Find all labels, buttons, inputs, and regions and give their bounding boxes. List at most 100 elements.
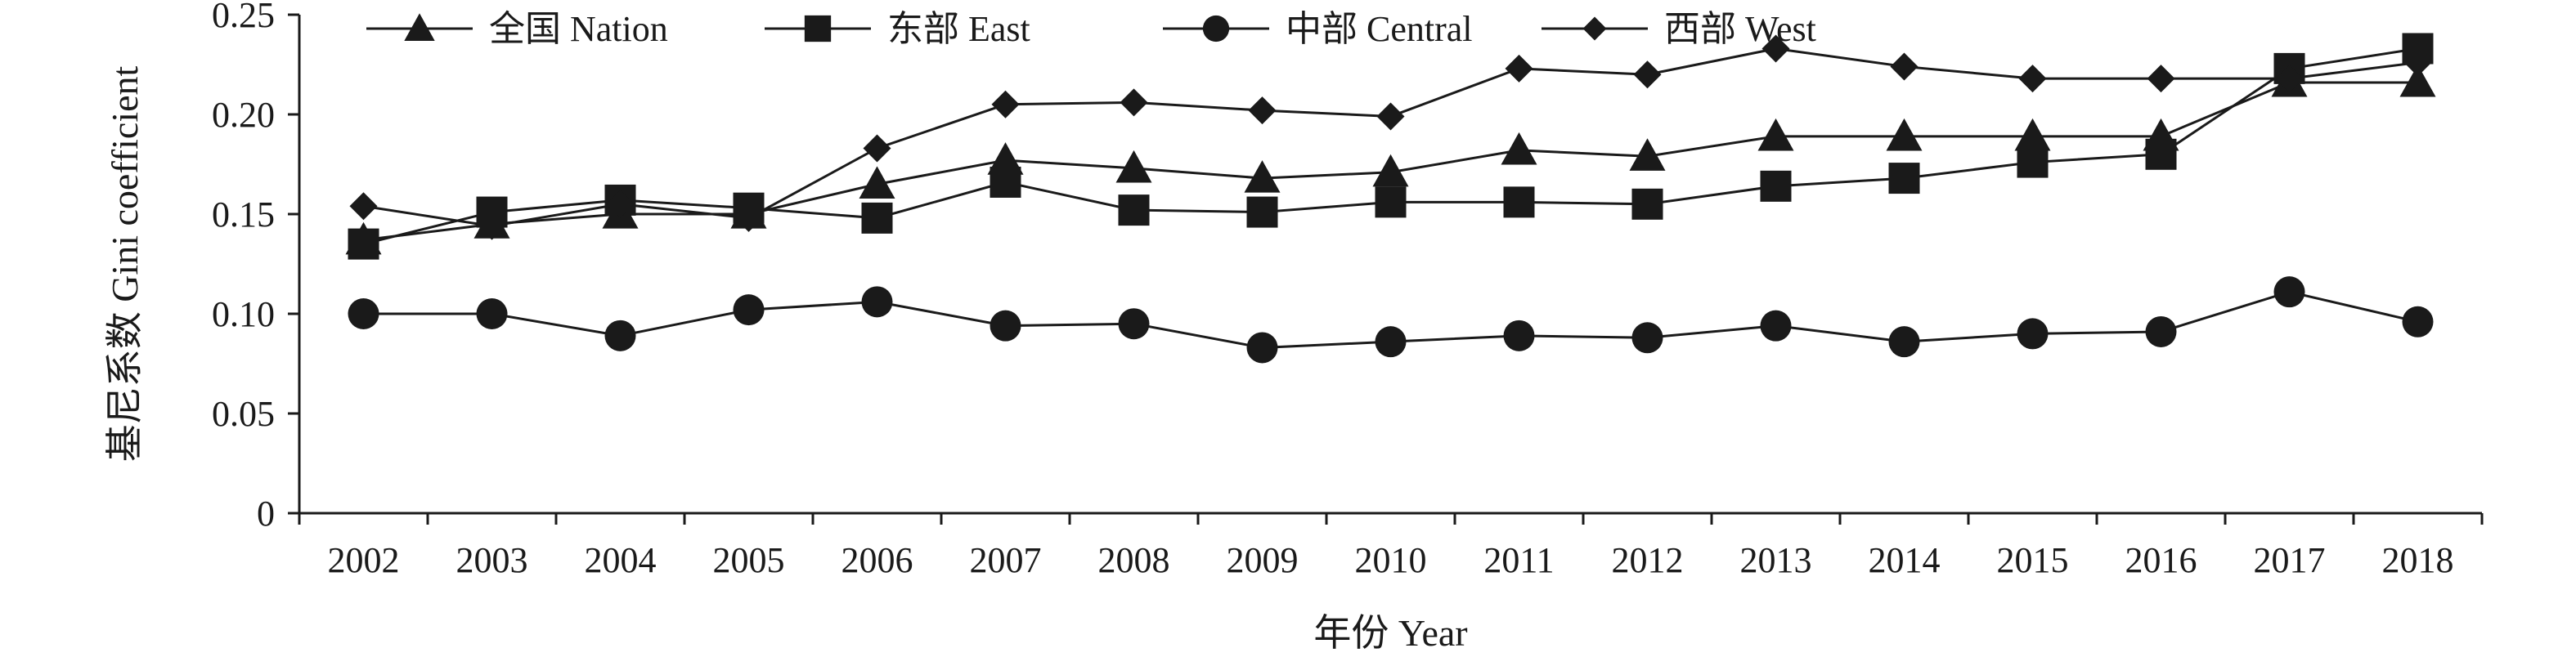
data-point bbox=[2399, 64, 2436, 97]
data-point bbox=[1505, 54, 1533, 83]
data-point bbox=[1372, 154, 1409, 187]
y-tick-label: 0.05 bbox=[212, 394, 275, 434]
legend-marker bbox=[804, 15, 832, 42]
legend-marker bbox=[1582, 16, 1607, 41]
data-point bbox=[1503, 320, 1535, 351]
data-point bbox=[1757, 118, 1794, 151]
data-point bbox=[1633, 60, 1662, 89]
series-circle bbox=[348, 276, 2434, 364]
data-point bbox=[1244, 160, 1281, 193]
data-point bbox=[2018, 65, 2047, 93]
data-point bbox=[1375, 186, 1407, 218]
y-tick-label: 0.20 bbox=[212, 95, 275, 135]
legend-entry: 西部 West bbox=[1542, 9, 1816, 49]
legend-label: 东部 East bbox=[887, 9, 1030, 49]
x-tick-label: 2002 bbox=[328, 540, 400, 580]
y-axis-title: 基尼系数 Gini coefficient bbox=[104, 65, 146, 462]
data-point bbox=[2017, 318, 2049, 350]
x-tick-label: 2008 bbox=[1098, 540, 1170, 580]
data-point bbox=[2147, 65, 2175, 93]
x-axis-title: 年份 Year bbox=[1313, 612, 1467, 654]
data-point bbox=[1118, 308, 1150, 340]
legend-label: 中部 Central bbox=[1286, 9, 1473, 49]
data-point bbox=[348, 298, 379, 329]
x-tick-label: 2018 bbox=[2382, 540, 2454, 580]
data-point bbox=[1760, 170, 1792, 202]
data-point bbox=[1120, 88, 1148, 117]
data-point bbox=[863, 134, 891, 163]
x-tick-label: 2007 bbox=[970, 540, 1042, 580]
x-tick-label: 2016 bbox=[2125, 540, 2197, 580]
x-tick-label: 2013 bbox=[1740, 540, 1812, 580]
data-point bbox=[733, 294, 765, 326]
data-point bbox=[861, 286, 893, 318]
data-point bbox=[1629, 138, 1666, 171]
data-point bbox=[2145, 138, 2177, 170]
data-point bbox=[990, 166, 1021, 198]
data-point bbox=[606, 190, 635, 218]
data-point bbox=[1503, 186, 1535, 218]
data-point bbox=[1246, 332, 1278, 364]
data-point bbox=[861, 202, 893, 234]
data-point bbox=[987, 142, 1024, 175]
x-tick-label: 2004 bbox=[585, 540, 657, 580]
plot-area bbox=[345, 33, 2436, 364]
x-tick-label: 2015 bbox=[1997, 540, 2069, 580]
data-point bbox=[1888, 163, 1920, 194]
data-point bbox=[734, 203, 763, 232]
data-point bbox=[859, 166, 895, 199]
data-point bbox=[1631, 322, 1663, 354]
data-point bbox=[2273, 276, 2305, 308]
x-tick-label: 2014 bbox=[1869, 540, 1941, 580]
data-point bbox=[1115, 150, 1152, 183]
data-point bbox=[990, 310, 1021, 342]
data-point bbox=[1246, 196, 1278, 228]
data-point bbox=[349, 192, 378, 221]
data-point bbox=[348, 228, 379, 260]
data-point bbox=[1761, 34, 1790, 63]
data-point bbox=[1118, 194, 1150, 226]
y-tick-label: 0.15 bbox=[212, 194, 275, 235]
data-point bbox=[478, 212, 506, 240]
axes: 0 0.05 0.10 0.15 0.20 0.25 2002 2003 2004 2005 200… bbox=[212, 0, 2484, 580]
data-point bbox=[2403, 48, 2432, 77]
data-point bbox=[991, 90, 1020, 118]
data-point bbox=[2145, 315, 2177, 347]
x-tick-label: 2017 bbox=[2254, 540, 2326, 580]
x-tick-label: 2003 bbox=[456, 540, 528, 580]
data-point bbox=[2402, 306, 2434, 337]
x-tick-label: 2005 bbox=[713, 540, 785, 580]
data-point bbox=[476, 298, 508, 329]
x-tick-label: 2012 bbox=[1612, 540, 1684, 580]
data-point bbox=[2017, 146, 2049, 178]
y-tick-label: 0.25 bbox=[212, 0, 275, 35]
legend-marker bbox=[404, 13, 435, 41]
legend-label: 西部 West bbox=[1664, 9, 1816, 49]
data-point bbox=[1886, 118, 1923, 151]
data-point bbox=[1375, 326, 1407, 358]
series-triangle bbox=[345, 64, 2436, 255]
x-tick-label: 2011 bbox=[1483, 540, 1554, 580]
data-point bbox=[1248, 96, 1277, 125]
legend: 全国 Nation 东部 East 中部 Central 西部 West bbox=[366, 9, 1816, 49]
y-tick-label: 0.10 bbox=[212, 294, 275, 334]
y-tick-label: 0 bbox=[257, 494, 275, 534]
legend-entry: 全国 Nation bbox=[366, 9, 668, 49]
data-point bbox=[1760, 310, 1792, 342]
legend-entry: 中部 Central bbox=[1163, 9, 1473, 49]
series-diamond bbox=[349, 34, 2432, 240]
legend-marker bbox=[1202, 15, 1230, 42]
data-point bbox=[604, 320, 636, 351]
legend-label: 全国 Nation bbox=[489, 9, 668, 49]
x-tick-label: 2006 bbox=[841, 540, 913, 580]
data-point bbox=[1631, 188, 1663, 220]
x-tick-label: 2009 bbox=[1227, 540, 1299, 580]
data-point bbox=[1888, 326, 1920, 358]
data-point bbox=[1890, 52, 1919, 81]
data-point bbox=[1376, 102, 1405, 131]
legend-entry: 东部 East bbox=[765, 9, 1030, 49]
data-point bbox=[1501, 132, 1537, 165]
data-point bbox=[2275, 65, 2304, 93]
data-point bbox=[2014, 118, 2051, 151]
